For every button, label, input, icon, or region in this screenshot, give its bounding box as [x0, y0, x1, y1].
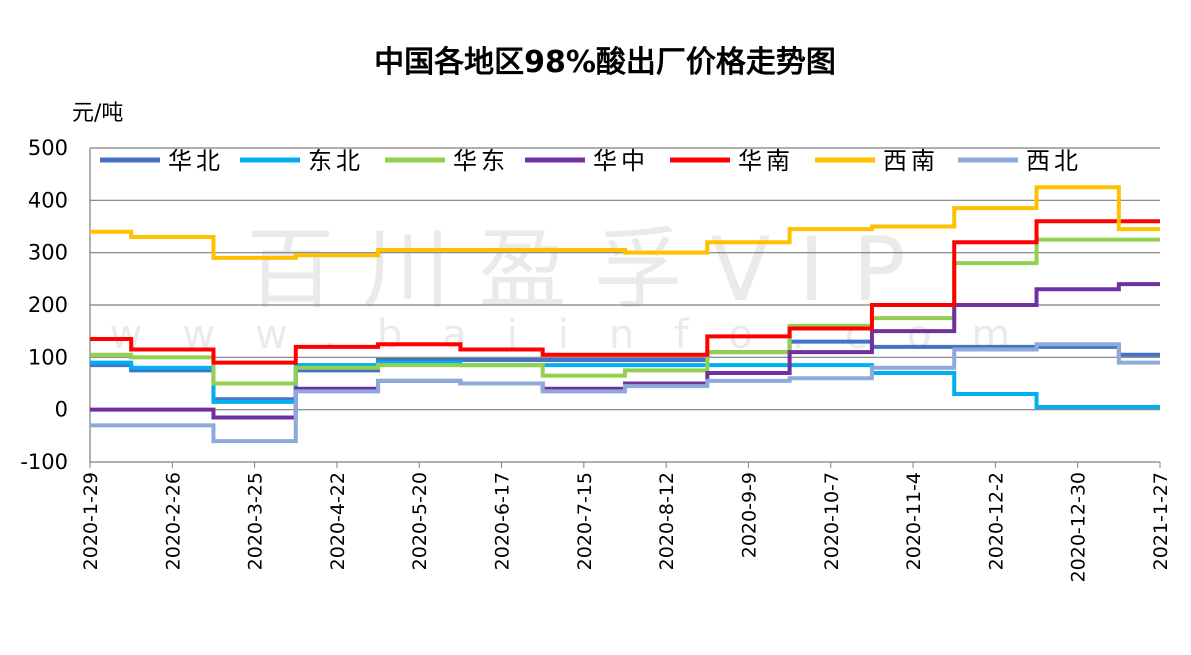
- x-tick-label: 2020-4-22: [327, 472, 349, 570]
- y-tick-label: 500: [28, 136, 68, 160]
- legend: 华北 东北 华东 华中 华南 西南 西北: [100, 147, 1082, 175]
- x-tick-label: 2020-6-17: [492, 472, 514, 570]
- y-tick-label: 100: [28, 345, 68, 369]
- y-tick-label: 200: [28, 293, 68, 317]
- y-tick-label: -100: [20, 450, 68, 474]
- y-tick-label: 400: [28, 188, 68, 212]
- x-tick-label: 2020-2-26: [162, 472, 184, 570]
- series-line-5: [90, 219, 1160, 365]
- x-tick-label: 2020-5-20: [409, 472, 431, 570]
- legend-label: 华北: [168, 147, 224, 175]
- legend-label: 华南: [738, 147, 794, 175]
- y-tick-label: 300: [28, 241, 68, 265]
- x-tick-label: 2020-7-15: [574, 472, 596, 570]
- series-line-2: [90, 360, 1160, 410]
- x-tick-label: 2020-3-25: [245, 472, 267, 570]
- x-tick-label: 2020-1-29: [80, 472, 102, 570]
- x-tick-label: 2021-1-27: [1150, 472, 1172, 570]
- series-lines: [90, 185, 1160, 444]
- legend-label: 西北: [1026, 147, 1082, 175]
- x-tick-label: 2020-10-7: [821, 472, 843, 570]
- x-tick-label: 2020-11-4: [903, 472, 925, 570]
- axes: 500 400 300 200 100 0 -100 2020-1-29 2020-2-26 20…: [20, 136, 1172, 582]
- watermark-main: 百川盈孚VIP: [246, 218, 933, 321]
- watermark: 百川盈孚VIP www.baiinfo.com: [110, 218, 1011, 358]
- legend-label: 西南: [883, 147, 939, 175]
- series-line-6: [90, 185, 1160, 260]
- x-tick-label: 2020-9-9: [738, 472, 760, 558]
- x-tick-label: 2020-12-2: [985, 472, 1007, 570]
- x-tick-label: 2020-12-30: [1068, 472, 1090, 582]
- series-line-1: [90, 339, 1160, 402]
- chart-title: 中国各地区98%酸出厂价格走势图: [374, 45, 836, 80]
- x-tick-label: 2020-8-12: [656, 472, 678, 570]
- legend-label: 华东: [453, 147, 509, 175]
- y-axis-unit-label: 元/吨: [72, 101, 123, 126]
- legend-label: 华中: [593, 147, 649, 175]
- legend-label: 东北: [308, 147, 364, 175]
- series-line-7: [90, 342, 1160, 444]
- y-tick-label: 0: [55, 398, 68, 422]
